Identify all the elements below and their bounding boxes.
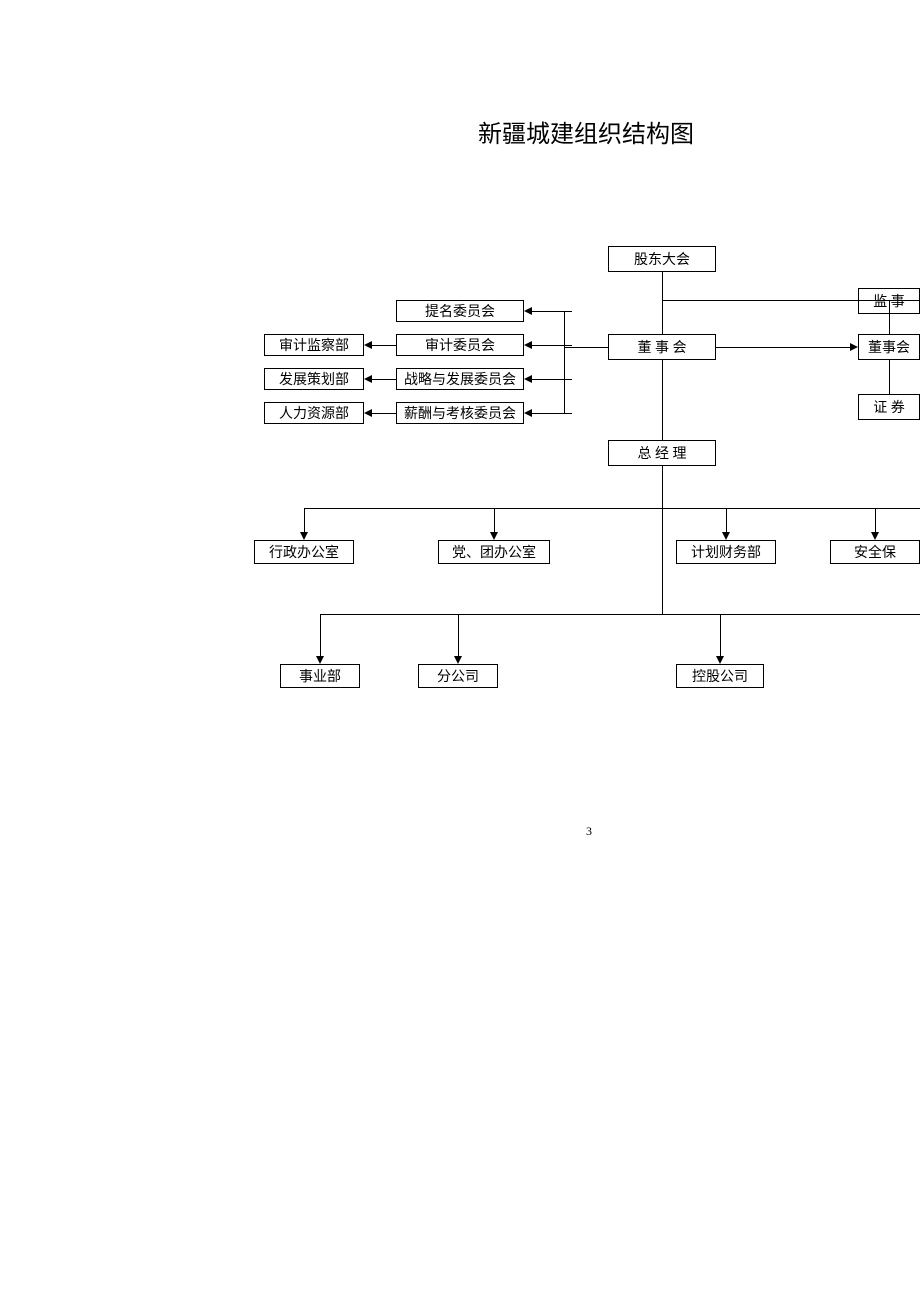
edge-arrow bbox=[364, 375, 372, 383]
edge-arrow bbox=[871, 532, 879, 540]
node-board: 董 事 会 bbox=[608, 334, 716, 360]
node-audit-committee: 审计委员会 bbox=[396, 334, 524, 356]
edge-line bbox=[662, 300, 920, 301]
node-nomination: 提名委员会 bbox=[396, 300, 524, 322]
node-shareholders: 股东大会 bbox=[608, 246, 716, 272]
node-business-div: 事业部 bbox=[280, 664, 360, 688]
edge-line bbox=[494, 508, 495, 532]
node-securities: 证 券 bbox=[858, 394, 920, 420]
edge-line bbox=[458, 614, 459, 656]
page-number: 3 bbox=[586, 824, 592, 839]
node-strategy: 战略与发展委员会 bbox=[396, 368, 524, 390]
edge-line bbox=[532, 311, 572, 312]
edge-arrow bbox=[316, 656, 324, 664]
edge-line bbox=[532, 379, 572, 380]
edge-line bbox=[372, 345, 396, 346]
edge-line bbox=[716, 347, 850, 348]
chart-title: 新疆城建组织结构图 bbox=[478, 114, 694, 149]
edge-arrow bbox=[524, 409, 532, 417]
node-compensation: 薪酬与考核委员会 bbox=[396, 402, 524, 424]
edge-arrow bbox=[490, 532, 498, 540]
node-gm: 总 经 理 bbox=[608, 440, 716, 466]
edge-arrow bbox=[524, 341, 532, 349]
node-branch: 分公司 bbox=[418, 664, 498, 688]
edge-line bbox=[889, 300, 890, 334]
edge-line bbox=[726, 508, 727, 532]
edge-line bbox=[889, 360, 890, 394]
edge-line bbox=[720, 614, 721, 656]
node-hr-dept: 人力资源部 bbox=[264, 402, 364, 424]
edge-arrow bbox=[722, 532, 730, 540]
edge-arrow bbox=[850, 343, 858, 351]
node-holding: 控股公司 bbox=[676, 664, 764, 688]
node-safety-dept: 安全保 bbox=[830, 540, 920, 564]
edge-arrow bbox=[364, 409, 372, 417]
edge-line bbox=[320, 614, 321, 656]
edge-line bbox=[532, 413, 572, 414]
node-finance-dept: 计划财务部 bbox=[676, 540, 776, 564]
edge-line bbox=[372, 413, 396, 414]
edge-arrow bbox=[300, 532, 308, 540]
edge-line bbox=[320, 614, 920, 615]
edge-arrow bbox=[716, 656, 724, 664]
node-dev-plan-dept: 发展策划部 bbox=[264, 368, 364, 390]
edge-line bbox=[875, 508, 876, 532]
edge-line bbox=[662, 272, 663, 334]
edge-line bbox=[662, 466, 663, 614]
edge-arrow bbox=[454, 656, 462, 664]
node-board-secretary: 董事会 bbox=[858, 334, 920, 360]
edge-arrow bbox=[364, 341, 372, 349]
edge-line bbox=[564, 347, 608, 348]
edge-line bbox=[304, 508, 920, 509]
edge-arrow bbox=[524, 375, 532, 383]
edge-line bbox=[372, 379, 396, 380]
edge-line bbox=[532, 345, 572, 346]
edge-line bbox=[564, 311, 565, 413]
edge-line bbox=[662, 360, 663, 440]
edge-line bbox=[304, 508, 305, 532]
node-admin-office: 行政办公室 bbox=[254, 540, 354, 564]
node-audit-dept: 审计监察部 bbox=[264, 334, 364, 356]
edge-arrow bbox=[524, 307, 532, 315]
node-party-office: 党、团办公室 bbox=[438, 540, 550, 564]
